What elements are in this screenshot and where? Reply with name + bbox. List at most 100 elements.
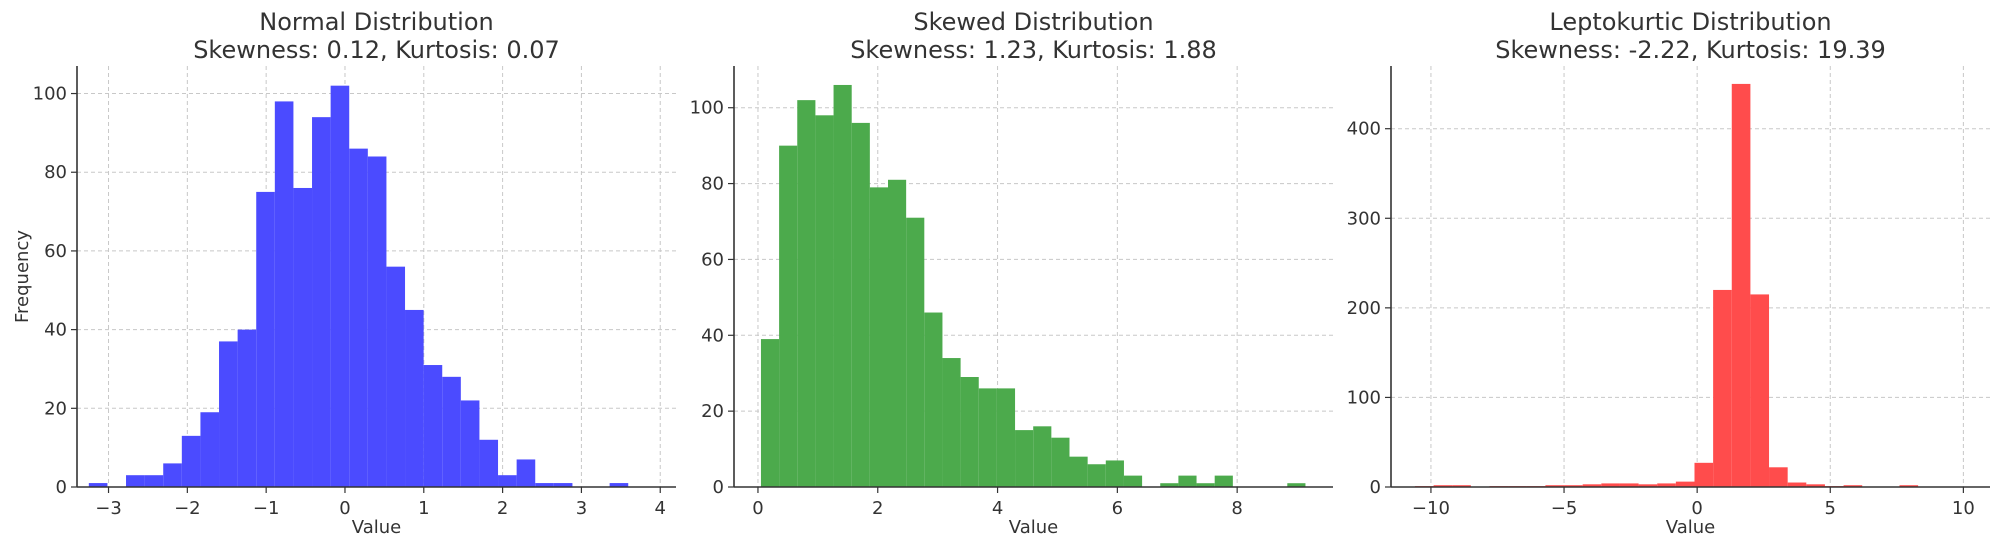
histogram-bar xyxy=(498,475,517,487)
x-tick-label: −5 xyxy=(1551,498,1578,519)
histogram-bar xyxy=(1638,484,1658,487)
x-tick-label: −10 xyxy=(1412,498,1450,519)
histogram-bar xyxy=(888,179,907,487)
histogram-bar xyxy=(405,309,424,487)
histogram-bar xyxy=(1657,483,1676,487)
chart-title: Leptokurtic Distribution xyxy=(1549,8,1831,36)
histogram-bar xyxy=(978,388,997,487)
y-tick-label: 100 xyxy=(690,98,724,119)
histogram-bar xyxy=(1087,464,1106,487)
histogram-bar xyxy=(1619,483,1639,487)
histogram-bars xyxy=(88,85,629,488)
histogram-bar xyxy=(815,115,834,487)
y-tick-label: 0 xyxy=(56,477,67,498)
histogram-bar xyxy=(1601,483,1620,487)
histogram-bar xyxy=(797,100,816,487)
histogram-bar xyxy=(181,435,201,487)
histogram-bar xyxy=(163,463,182,487)
y-tick-label: 400 xyxy=(1347,119,1381,140)
histogram-bar xyxy=(237,329,257,487)
x-tick-label: 0 xyxy=(1691,498,1702,519)
histogram-bar xyxy=(1582,484,1602,487)
x-tick-label: 5 xyxy=(1825,498,1836,519)
chart-subtitle: Skewness: 1.23, Kurtosis: 1.88 xyxy=(850,36,1217,64)
y-tick-label: 20 xyxy=(701,401,724,422)
histogram-bar xyxy=(960,377,979,487)
histogram-bar xyxy=(609,483,629,487)
histogram-bar xyxy=(1123,475,1143,487)
x-tick-label: 6 xyxy=(1112,498,1123,519)
x-tick-label: 4 xyxy=(655,498,666,519)
y-tick-label: 100 xyxy=(33,84,67,105)
histogram-bar xyxy=(1033,426,1052,487)
x-tick-label: −1 xyxy=(253,498,280,519)
histogram-bar xyxy=(851,122,870,487)
histogram-bar xyxy=(1694,462,1714,487)
histogram-bar xyxy=(1214,475,1233,487)
histogram-bar xyxy=(479,439,499,487)
histogram-bar xyxy=(423,365,443,487)
histogram-bar xyxy=(126,475,145,487)
y-tick-label: 80 xyxy=(44,162,67,183)
x-tick-label: 0 xyxy=(339,498,350,519)
histogram-bar xyxy=(1545,485,1565,487)
y-tick-label: 60 xyxy=(701,249,724,270)
histogram-bar xyxy=(906,217,925,487)
chart-title: Skewed Distribution xyxy=(913,8,1153,36)
y-axis-label: Frequency xyxy=(12,230,33,323)
x-tick-label: −3 xyxy=(95,498,122,519)
histogram-bar xyxy=(1564,485,1583,487)
histogram-bar xyxy=(1433,485,1453,487)
x-axis-label: Value xyxy=(1666,517,1715,538)
y-tick-label: 60 xyxy=(44,241,67,262)
histogram-bar xyxy=(1287,483,1306,487)
y-tick-label: 80 xyxy=(701,174,724,195)
y-tick-label: 40 xyxy=(701,325,724,346)
histogram-bar xyxy=(553,483,573,487)
histogram-bar xyxy=(1675,481,1695,487)
histogram-bar xyxy=(1806,484,1825,487)
histogram-bar xyxy=(330,85,350,487)
histogram-bar xyxy=(535,483,554,487)
y-tick-label: 40 xyxy=(44,320,67,341)
chart-subtitle: Skewness: -2.22, Kurtosis: 19.39 xyxy=(1495,36,1886,64)
histogram-bar xyxy=(1051,437,1070,487)
histogram-bar xyxy=(293,187,313,487)
histogram-bar xyxy=(942,358,961,487)
histogram-bar xyxy=(833,84,852,488)
y-tick-label: 0 xyxy=(1370,477,1381,498)
y-tick-label: 20 xyxy=(44,398,67,419)
y-tick-label: 0 xyxy=(713,477,724,498)
x-tick-label: 3 xyxy=(576,498,587,519)
x-tick-label: 4 xyxy=(992,498,1003,519)
histogram-bar xyxy=(1452,485,1471,487)
chart-title: Normal Distribution xyxy=(259,8,493,36)
histogram-bar xyxy=(256,191,275,487)
histogram-bar xyxy=(924,312,943,487)
histogram-bar xyxy=(1769,467,1788,487)
histogram-bar xyxy=(144,475,164,487)
y-tick-label: 300 xyxy=(1347,208,1381,229)
histogram-bar xyxy=(779,145,798,487)
y-tick-label: 100 xyxy=(1347,387,1381,408)
histogram-bar xyxy=(996,388,1016,487)
histogram-bar xyxy=(1015,430,1034,487)
x-tick-label: 2 xyxy=(497,498,508,519)
histogram-bar xyxy=(516,459,536,487)
x-tick-label: 1 xyxy=(418,498,429,519)
histogram-bar xyxy=(219,341,238,487)
histogram-bar xyxy=(88,483,108,487)
histogram-bar xyxy=(442,376,461,487)
histogram-bar xyxy=(1843,485,1863,487)
histogram-bar xyxy=(1713,289,1732,487)
histogram-bar xyxy=(1178,475,1197,487)
x-axis-label: Value xyxy=(1009,517,1058,538)
histogram-bar xyxy=(1105,460,1124,487)
histogram-bar xyxy=(1899,485,1919,487)
histogram-bar xyxy=(200,412,220,487)
